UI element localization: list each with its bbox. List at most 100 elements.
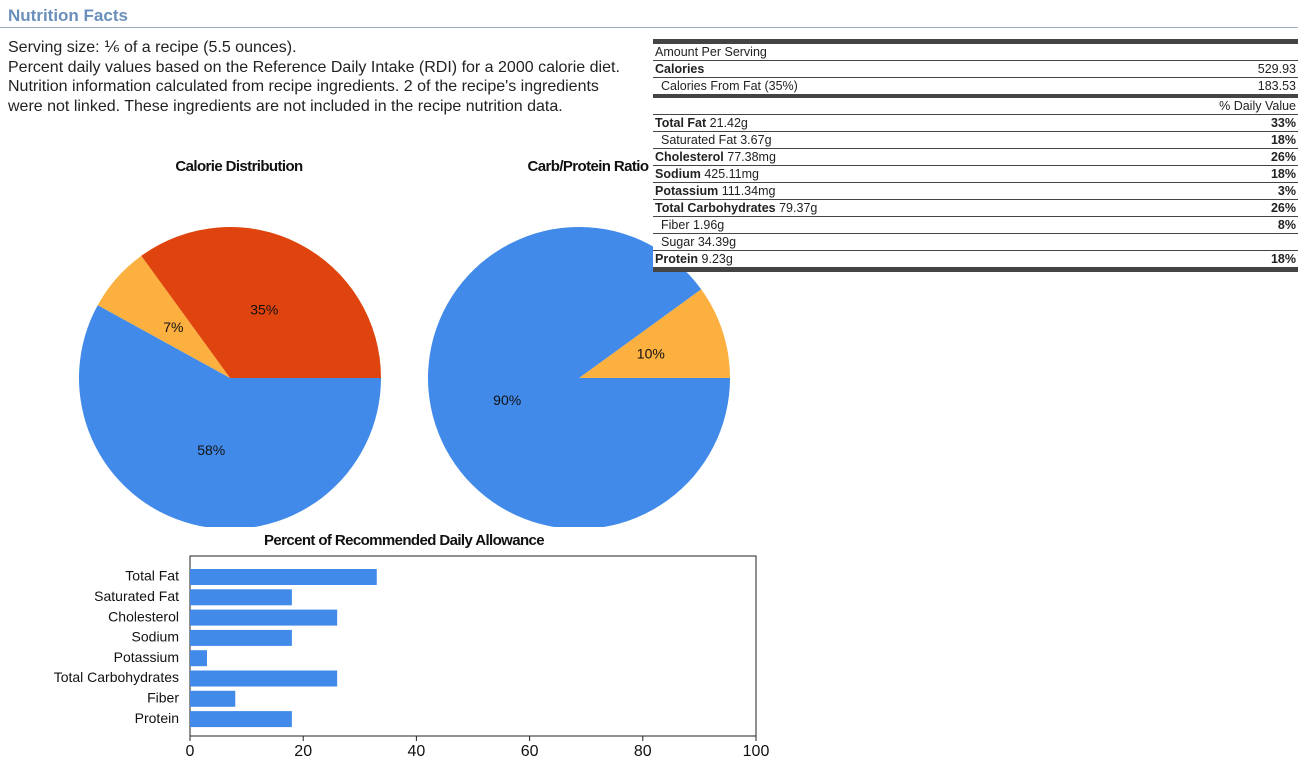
calories-value: 529.93: [1257, 62, 1296, 76]
nutrient-dv: 18%: [1270, 252, 1296, 266]
nutrient-row: Sodium 425.11mg 18%: [653, 166, 1298, 183]
y-tick-label: Saturated Fat: [94, 588, 179, 604]
fat-calories-label: Calories From Fat (35%): [661, 79, 798, 93]
y-tick-label: Fiber: [147, 690, 179, 706]
nutrient-dv: 18%: [1270, 133, 1296, 147]
dv-header-row: % Daily Value: [653, 98, 1298, 115]
nutrient-name: Potassium: [655, 184, 719, 198]
calories-row: Calories 529.93: [653, 61, 1298, 78]
pie-slice: [97, 255, 230, 378]
nutrient-amount: 111.34mg: [721, 184, 776, 198]
nutrient-amount: 3.67g: [740, 133, 772, 147]
nutrient-cell: Total Carbohydrates 79.37g: [655, 200, 817, 216]
calories-label: Calories: [655, 62, 705, 76]
bar: [190, 609, 338, 626]
plot-frame: [189, 555, 757, 737]
bar: [190, 650, 207, 667]
nutrient-cell: Sugar 34.39g: [655, 234, 736, 250]
pie-title: Calorie Distribution: [175, 158, 303, 175]
intro: Serving size: ⅙ of a recipe (5.5 ounces)…: [8, 38, 633, 116]
x-tick-label: 100: [743, 743, 770, 760]
nutrient-cell: Potassium 111.34mg: [655, 183, 775, 199]
bar: [190, 690, 236, 707]
bar: [190, 711, 292, 728]
nutrient-dv: 8%: [1277, 218, 1296, 232]
nutrition-table: Amount Per Serving Calories 529.93 Calori…: [653, 39, 1298, 272]
nutrient-cell: Cholesterol 77.38mg: [655, 149, 776, 165]
nutrient-cell: Total Fat 21.42g: [655, 115, 748, 131]
nutrient-amount: 9.23g: [701, 252, 733, 266]
rdi-note: Percent daily values based on the Refere…: [8, 58, 620, 76]
x-tick-label: 40: [408, 743, 426, 760]
x-tick-label: 20: [294, 743, 312, 760]
nutrient-cell: Protein 9.23g: [655, 251, 733, 267]
nutrient-amount: 77.38mg: [727, 150, 776, 164]
nutrient-row: Fiber 1.96g 8%: [653, 217, 1298, 234]
slice-label: 58%: [197, 442, 225, 458]
chart-title: Percent of Recommended Daily Allowance: [264, 532, 544, 549]
dv-header: % Daily Value: [1219, 99, 1296, 113]
bar: [190, 589, 292, 606]
fat-calories-value: 183.53: [1257, 79, 1296, 93]
nutrient-name: Fiber: [661, 218, 690, 232]
slice-label: 7%: [163, 319, 183, 335]
nutrient-row: Potassium 111.34mg 3%: [653, 183, 1298, 200]
nutrient-dv: 33%: [1270, 116, 1296, 130]
fat-calories-row: Calories From Fat (35%) 183.53: [653, 78, 1298, 98]
nutrient-name: Total Carbohydrates: [655, 201, 776, 215]
slice-label: 90%: [493, 392, 521, 408]
nutrient-amount: 425.11mg: [704, 167, 759, 181]
nutrient-amount: 34.39g: [697, 235, 737, 249]
nutrient-name: Total Fat: [655, 116, 707, 130]
page-title: Nutrition Facts: [8, 6, 128, 25]
y-tick-label: Total Fat: [125, 568, 179, 584]
nutrient-row: Cholesterol 77.38mg 26%: [653, 149, 1298, 166]
calc-note: Nutrition information calculated from re…: [8, 78, 599, 115]
x-tick-label: 0: [186, 743, 195, 760]
nutrient-name: Sodium: [655, 167, 701, 181]
nutrient-amount: 21.42g: [709, 116, 748, 130]
bar: [190, 629, 292, 646]
nutrient-name: Saturated Fat: [661, 133, 737, 147]
slice-label: 35%: [250, 301, 278, 317]
nutrient-dv: 26%: [1270, 150, 1296, 164]
nutrient-name: Cholesterol: [655, 150, 724, 164]
pie-title: Carb/Protein Ratio: [528, 158, 649, 175]
pie-slice: [141, 227, 381, 378]
pie-slice: [579, 289, 730, 378]
nutrient-row: Total Fat 21.42g 33%: [653, 115, 1298, 132]
pie-group: [79, 226, 730, 527]
nutrient-cell: Fiber 1.96g: [655, 217, 724, 233]
x-tick-label: 80: [634, 743, 652, 760]
nutrient-row: Total Carbohydrates 79.37g 26%: [653, 200, 1298, 217]
amount-row: Amount Per Serving: [653, 44, 1298, 61]
nutrient-rows: Total Fat 21.42g 33% Saturated Fat 3.67g 18…: [653, 115, 1298, 267]
bar: [190, 670, 338, 687]
nutrient-amount: 79.37g: [779, 201, 818, 215]
y-tick-label: Cholesterol: [108, 608, 179, 624]
bar: [190, 569, 377, 585]
nutrient-row: Saturated Fat 3.67g 18%: [653, 132, 1298, 149]
nutrient-dv: 3%: [1277, 184, 1296, 198]
slice-label: 10%: [637, 345, 665, 361]
nutrient-dv: 26%: [1270, 201, 1296, 215]
pie-slice: [79, 305, 381, 527]
x-tick-label: 60: [521, 743, 539, 760]
serving-size: Serving size: ⅙ of a recipe (5.5 ounces)…: [8, 39, 297, 56]
nutrient-row: Sugar 34.39g: [653, 234, 1298, 251]
y-tick-label: Sodium: [132, 629, 179, 645]
nutrient-name: Sugar: [661, 235, 695, 249]
nutrient-cell: Sodium 425.11mg: [655, 166, 759, 182]
pie-slice: [428, 226, 730, 527]
title-rule: [0, 27, 1298, 28]
y-tick-label: Potassium: [114, 649, 179, 665]
y-tick-label: Total Carbohydrates: [54, 669, 179, 685]
nutrient-name: Protein: [655, 252, 699, 266]
nutrient-row: Protein 9.23g 18%: [653, 251, 1298, 267]
nutrient-dv: 18%: [1270, 167, 1296, 181]
nutrient-amount: 1.96g: [692, 218, 725, 232]
nutrient-cell: Saturated Fat 3.67g: [655, 132, 772, 148]
y-tick-label: Protein: [135, 710, 179, 726]
